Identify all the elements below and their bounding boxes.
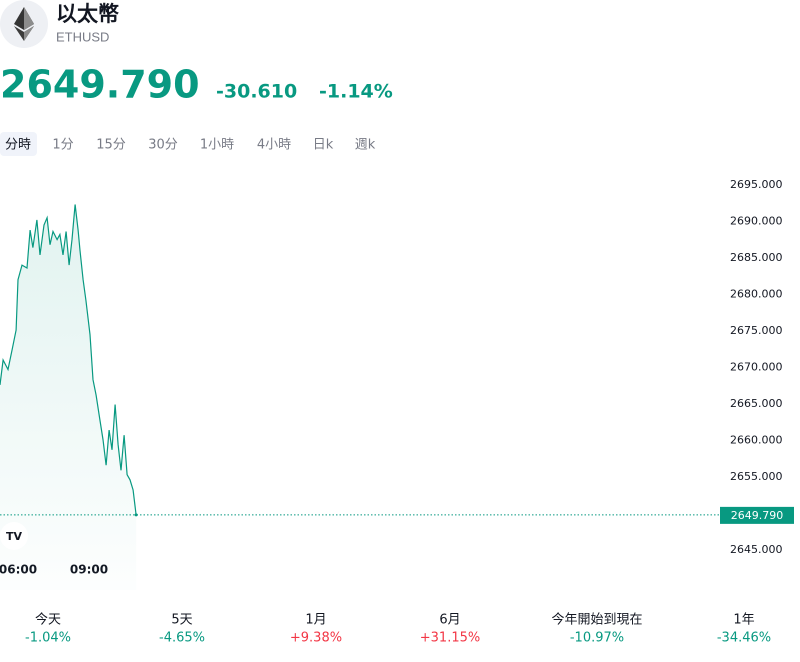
period-change: +9.38% <box>290 631 342 646</box>
last-price-label: 2649.790 <box>731 509 784 522</box>
tab[interactable]: 1小時 <box>200 138 234 153</box>
period-change: -4.65% <box>159 631 205 646</box>
tab[interactable]: 4小時 <box>257 138 291 153</box>
y-tick-label: 2665.000 <box>730 397 783 410</box>
change: -30.610 <box>216 81 297 103</box>
symbol: ETHUSD <box>56 29 109 44</box>
tab[interactable]: 分時 <box>5 138 31 153</box>
tab[interactable]: 1分 <box>52 138 73 153</box>
y-tick-label: 2690.000 <box>730 214 783 227</box>
chart: 2645.0002650.0002655.0002660.0002665.000… <box>0 178 794 590</box>
period-name[interactable]: 5天 <box>171 613 192 628</box>
active-tab-bg <box>0 132 37 156</box>
period-name[interactable]: 今天 <box>35 612 61 628</box>
change-percent: -1.14% <box>319 81 393 103</box>
tabs: 分時 1分 15分 30分 1小時 4小時 日k 週k <box>5 138 376 153</box>
y-tick-label: 2680.000 <box>730 287 783 300</box>
period-name[interactable]: 1月 <box>305 613 326 628</box>
tab[interactable]: 日k <box>313 138 334 153</box>
period-change: -1.04% <box>25 631 71 646</box>
period-change: +31.15% <box>420 631 480 646</box>
period-name[interactable]: 1年 <box>733 613 754 628</box>
eth-icon <box>0 0 48 48</box>
period-name[interactable]: 今年開始到現在 <box>551 612 642 628</box>
tab[interactable]: 週k <box>355 138 376 153</box>
tab[interactable]: 15分 <box>96 138 126 153</box>
title: 以太幣 <box>56 2 119 26</box>
y-tick-label: 2685.000 <box>730 251 783 264</box>
area-fill <box>0 204 137 590</box>
tv-logo: TV <box>0 522 28 550</box>
period-change: -34.46% <box>717 631 771 646</box>
y-tick-label: 2645.000 <box>730 543 783 556</box>
period-change: -10.97% <box>570 631 624 646</box>
y-tick-label: 2675.000 <box>730 324 783 337</box>
tab[interactable]: 30分 <box>148 138 178 153</box>
period-name[interactable]: 6月 <box>439 613 460 628</box>
y-tick-label: 2660.000 <box>730 433 783 446</box>
y-tick-label: 2655.000 <box>730 470 783 483</box>
price-line <box>0 204 137 515</box>
last-point <box>134 513 138 517</box>
y-tick-label: 2695.000 <box>730 178 783 191</box>
price: 2649.790 <box>0 63 200 107</box>
y-tick-label: 2670.000 <box>730 360 783 373</box>
periods: 今天 -1.04% 5天 -4.65% 1月 +9.38% 6月 +31.15% 今年開始到現在… <box>25 612 771 646</box>
svg-text:TV: TV <box>6 530 23 543</box>
last-price-tag <box>720 506 794 524</box>
